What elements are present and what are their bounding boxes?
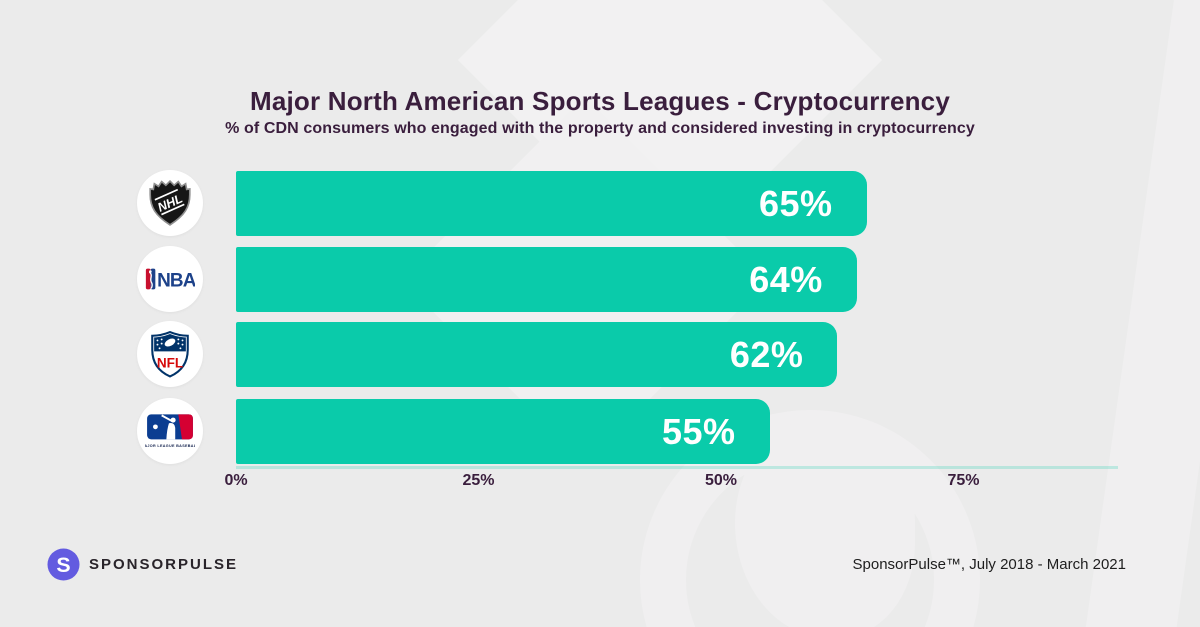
axis-baseline [236,466,1118,469]
bar-chart: NHL 65% NBA [0,170,1200,501]
bar-nfl: 62% [236,322,838,387]
svg-text:MAJOR LEAGUE BASEBALL: MAJOR LEAGUE BASEBALL [145,444,195,448]
nhl-logo-icon: NHL [137,170,203,236]
nba-wordmark-icon: NBA [145,268,195,291]
bar-row-nhl: NHL 65% [0,170,1200,236]
svg-text:S: S [56,553,70,577]
brand-lockup: S SPONSORPULSE [47,548,238,581]
chart-title: Major North American Sports Leagues - Cr… [249,86,951,116]
nfl-logo-icon: NFL [137,321,203,387]
bar-nhl: 65% [236,171,867,236]
bar-value-label: 55% [661,410,736,452]
svg-text:NBA: NBA [157,271,195,291]
brand-name: SPONSORPULSE [89,556,239,573]
bar-mlb: 55% [236,399,770,464]
nhl-shield-icon: NHL [149,179,191,226]
mlb-mark-icon: MAJOR LEAGUE BASEBALL [145,414,195,448]
x-axis-tick-0: 0% [224,472,248,489]
bar-row-mlb: MAJOR LEAGUE BASEBALL 55% [0,398,1200,464]
nfl-shield-icon: NFL [151,330,189,378]
x-axis-tick-25: 25% [462,472,495,489]
x-axis-tick-50: 50% [704,472,738,489]
bar-row-nfl: NFL 62% [0,321,1200,387]
nba-logo-icon: NBA [137,246,203,312]
source-attribution: SponsorPulse™, July 2018 - March 2021 [852,556,1126,573]
bar-value-label: 64% [749,258,823,300]
bar-nba: 64% [236,247,857,312]
chart-subtitle: % of CDN consumers who engaged with the … [225,120,975,137]
bar-row-nba: NBA 64% [0,246,1200,312]
chart-header: Major North American Sports Leagues - Cr… [0,86,1200,138]
sponsorpulse-logo-icon: S [47,548,80,581]
mlb-logo-icon: MAJOR LEAGUE BASEBALL [137,398,203,464]
bar-value-label: 62% [729,333,804,375]
x-axis-tick-75: 75% [947,472,980,489]
bar-value-label: 65% [758,182,833,224]
svg-text:NFL: NFL [157,356,183,371]
